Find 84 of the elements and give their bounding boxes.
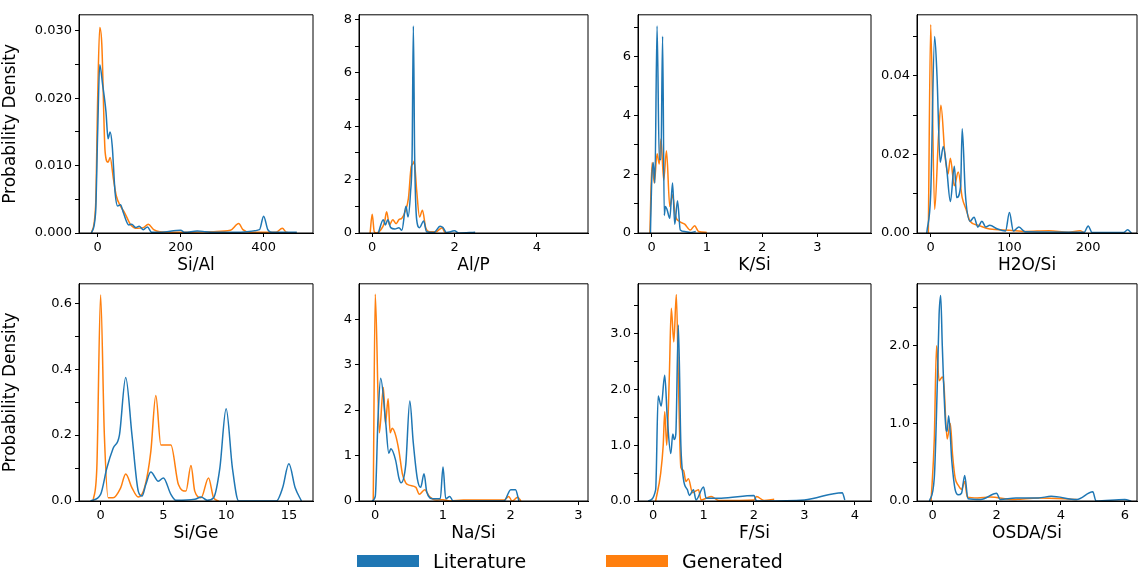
- y-tick-label: 0.030: [34, 22, 72, 38]
- x-tick-label: 1: [702, 239, 711, 255]
- y-tick-label: 1.0: [610, 436, 631, 452]
- y-tick-label: 2: [343, 401, 352, 417]
- x-tick-label: 0: [647, 239, 656, 255]
- x-tick-label: 0: [93, 239, 102, 255]
- x-tick-label: 0: [928, 507, 937, 523]
- y-tick-label: 0.0: [610, 492, 631, 508]
- x-tick-label: 2: [450, 239, 459, 255]
- line-series: [377, 25, 476, 233]
- y-tick-label: 6: [622, 48, 631, 64]
- y-tick-label: 0.010: [34, 157, 72, 173]
- x-tick-label: 6: [1120, 507, 1129, 523]
- x-tick-label: 0: [926, 239, 935, 255]
- x-axis-title: Al/P: [457, 254, 490, 275]
- y-tick-label: 0.04: [881, 67, 910, 83]
- x-tick-label: 2: [749, 507, 759, 523]
- x-tick-label: 3: [574, 507, 583, 523]
- x-tick-label: 10: [217, 507, 235, 523]
- y-tick-label: 0.2: [51, 426, 72, 442]
- x-tick-label: 0: [648, 507, 658, 523]
- x-tick-label: 4: [532, 239, 542, 255]
- x-tick-label: 400: [251, 239, 277, 255]
- x-tick-label: 3: [813, 239, 822, 255]
- line-series: [926, 35, 1133, 233]
- x-axis-title: H2O/Si: [997, 254, 1057, 275]
- x-axis-title: Si/Al: [177, 254, 215, 275]
- x-tick-label: 2: [757, 239, 767, 255]
- y-tick-label: 4: [343, 310, 352, 326]
- line-series: [371, 377, 520, 501]
- line-series: [92, 294, 220, 501]
- y-tick-label: 2: [343, 170, 352, 186]
- line-series: [372, 293, 522, 501]
- y-tick-label: 0.6: [51, 294, 72, 310]
- line-series: [654, 293, 775, 501]
- x-axis-title: K/Si: [738, 254, 771, 275]
- legend-label: Literature: [433, 550, 527, 572]
- y-tick-label: 0.020: [34, 89, 72, 105]
- x-tick-label: 200: [168, 239, 194, 255]
- y-tick-label: 0: [622, 224, 631, 240]
- line-series: [927, 23, 1085, 233]
- y-tick-label: 2.0: [610, 380, 631, 396]
- y-axis-title: Probability Density: [0, 312, 19, 473]
- y-tick-label: 4: [343, 117, 352, 133]
- y-tick-label: 0.0: [889, 492, 910, 508]
- x-tick-label: 0: [96, 507, 105, 523]
- x-tick-label: 4: [850, 507, 859, 523]
- x-axis-title: OSDA/Si: [992, 522, 1062, 543]
- x-tick-label: 0: [371, 507, 380, 523]
- y-tick-label: 0.0: [51, 492, 72, 508]
- x-axis-title: Na/Si: [451, 522, 496, 543]
- y-tick-label: 0.00: [881, 224, 910, 240]
- y-tick-label: 6: [343, 64, 352, 80]
- y-tick-label: 8: [343, 10, 352, 26]
- legend-label: Generated: [682, 550, 783, 572]
- y-tick-label: 0.02: [881, 145, 910, 161]
- x-tick-label: 15: [280, 507, 298, 523]
- line-series: [647, 324, 846, 501]
- line-series: [649, 25, 697, 233]
- x-axis-title: Si/Ge: [173, 522, 219, 543]
- x-tick-label: 4: [1056, 507, 1065, 523]
- y-axis-title: Probability Density: [0, 43, 19, 204]
- x-tick-label: 1: [699, 507, 708, 523]
- y-tick-label: 3.0: [610, 324, 631, 340]
- y-tick-label: 0: [343, 492, 352, 508]
- x-tick-label: 2: [992, 507, 1001, 523]
- x-tick-label: 2: [506, 507, 515, 523]
- line-series: [928, 294, 1132, 501]
- x-tick-label: 0: [368, 239, 377, 255]
- y-tick-label: 2: [622, 165, 631, 181]
- y-tick-label: 1: [343, 446, 352, 462]
- x-axis-title: F/Si: [738, 522, 771, 543]
- x-tick-label: 5: [159, 507, 168, 523]
- x-tick-label: 3: [800, 507, 809, 523]
- y-tick-label: 2.0: [889, 337, 910, 353]
- y-tick-label: 1.0: [889, 414, 910, 430]
- y-tick-label: 0: [343, 224, 352, 240]
- y-tick-label: 0.4: [51, 360, 72, 376]
- x-tick-label: 1: [438, 507, 448, 523]
- x-tick-label: 100: [997, 239, 1022, 255]
- y-tick-label: 3: [343, 356, 352, 372]
- x-tick-label: 200: [1075, 239, 1101, 255]
- y-tick-label: 0.000: [34, 224, 72, 240]
- y-tick-label: 4: [622, 106, 631, 122]
